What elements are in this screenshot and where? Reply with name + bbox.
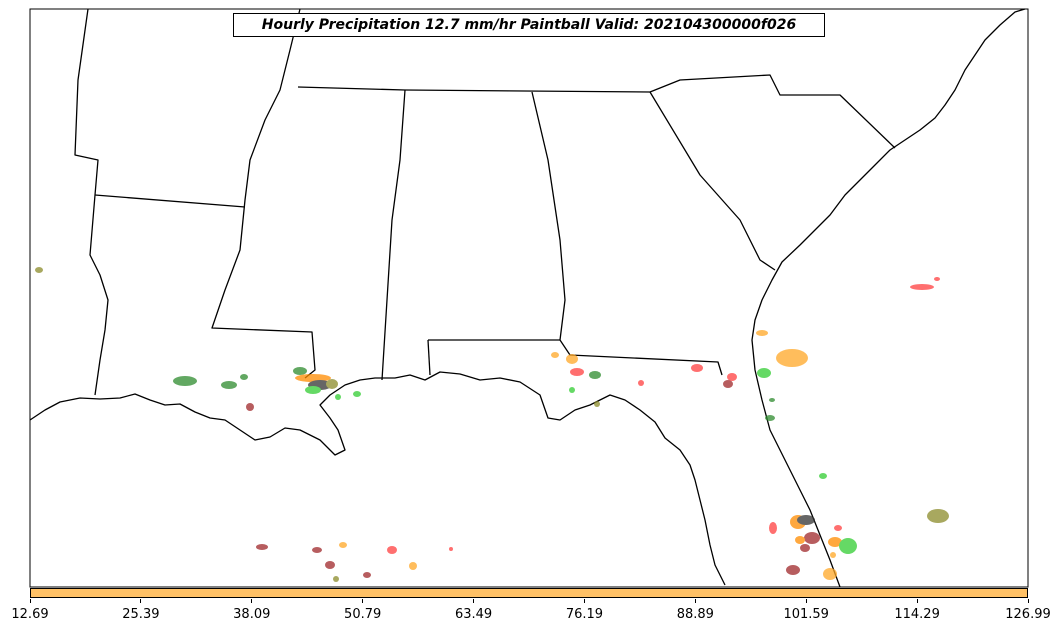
colorbar-tick-label: 101.59 [783,607,829,622]
colorbar-tick-label: 114.29 [894,607,940,622]
colorbar-tick-mark [251,599,253,603]
coastline-and-borders [29,8,1026,588]
colorbar-tick-label: 88.89 [676,607,714,622]
precipitation-paintballs [35,267,949,582]
colorbar-tick-label: 12.69 [11,607,49,622]
colorbar-tick-label: 63.49 [454,607,493,622]
colorbar-tick-label: 25.39 [122,607,160,622]
colorbar-tick-label: 76.19 [565,607,604,622]
colorbar-tick-mark [583,599,585,603]
colorbar-tick-mark [1027,599,1029,603]
colorbar-tick-label: 50.79 [344,607,382,622]
colorbar-tick-mark [694,599,696,603]
colorbar-tick-mark [29,599,31,603]
map-title: Hourly Precipitation 12.7 mm/hr Paintbal… [233,13,825,37]
colorbar-tick-mark [916,599,918,603]
colorbar-tick-label: 126.99 [1005,607,1051,622]
colorbar-tick-mark [805,599,807,603]
colorbar-tick-mark [473,599,475,603]
colorbar-tick-mark [140,599,142,603]
colorbar-tick-mark [362,599,364,603]
colorbar-tick-label: 38.09 [233,607,271,622]
colorbar [30,588,1028,598]
